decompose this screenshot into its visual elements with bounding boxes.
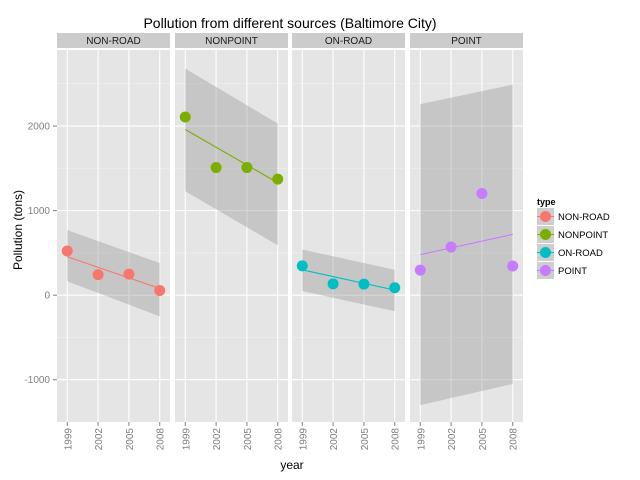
confidence-band	[185, 68, 278, 246]
panel-non-road: NON-ROAD 1999 2002 2005 2008	[57, 33, 170, 450]
trend-line	[184, 128, 279, 184]
data-point-on-road	[389, 282, 401, 294]
x-tick-label: 2008	[274, 428, 285, 451]
x-tick-label: 2005	[243, 428, 254, 451]
facet-label: NON-ROAD	[86, 36, 140, 47]
data-point-non-road	[123, 268, 135, 280]
data-point-nonpoint	[241, 162, 253, 174]
facet-label: POINT	[451, 36, 482, 47]
data-point-nonpoint	[179, 111, 191, 123]
x-tick-label: 2008	[156, 428, 167, 451]
data-point-on-road	[327, 278, 339, 290]
panel-background	[292, 50, 405, 422]
legend-point-swatch	[540, 265, 551, 276]
panel-nonpoint: NONPOINT 1999 2002 2005 2008	[175, 33, 288, 450]
chart-title: Pollution from different sources (Baltim…	[143, 15, 436, 31]
data-point-non-road	[154, 284, 166, 296]
data-point-point	[507, 260, 519, 272]
x-tick-label: 2002	[447, 428, 458, 451]
x-tick-label: 1999	[63, 428, 74, 451]
y-axis: -1000 0 1000 2000	[24, 122, 57, 386]
x-tick-label: 2005	[478, 428, 489, 451]
y-axis-title: Pollution (tons)	[11, 190, 25, 270]
trend-line	[67, 256, 160, 289]
x-axis-title: year	[280, 458, 303, 472]
x-tick-label: 1999	[181, 428, 192, 451]
data-point-point	[414, 264, 426, 276]
facet-strip	[292, 33, 405, 48]
legend-label-non-road: NON-ROAD	[558, 212, 610, 223]
trend-line	[420, 233, 513, 256]
legend-point-swatch	[540, 247, 551, 258]
x-tick-label: 2008	[509, 428, 520, 451]
x-tick-label: 2005	[360, 428, 371, 451]
facet-label: ON-ROAD	[325, 36, 372, 47]
data-point-non-road	[92, 269, 104, 281]
x-tick-label: 2008	[391, 428, 402, 451]
legend-label-nonpoint: NONPOINT	[558, 230, 608, 241]
data-point-on-road	[296, 260, 308, 272]
plot-panels: NON-ROAD 1999 2002 2005 2008 NONPOINT 1999 2002…	[57, 33, 523, 450]
facet-strip	[410, 33, 523, 48]
data-point-point	[445, 241, 457, 253]
panel-background	[175, 50, 288, 422]
data-point-nonpoint	[210, 162, 222, 174]
y-tick-label: 2000	[28, 122, 51, 133]
x-tick-label: 2002	[94, 428, 105, 451]
legend-point-swatch	[540, 211, 551, 222]
x-tick-label: 2002	[212, 428, 223, 451]
legend-point-swatch	[540, 229, 551, 240]
x-tick-label: 2002	[329, 428, 340, 451]
x-tick-label: 1999	[298, 428, 309, 451]
y-tick-label: -1000	[24, 375, 50, 386]
legend: type NON-ROAD NONPOINT ON-ROAD POINT	[537, 197, 610, 279]
panel-point: POINT 1999 2002 2005 2008	[410, 33, 523, 450]
facet-strip	[57, 33, 170, 48]
y-tick-label: 1000	[28, 206, 51, 217]
legend-label-on-road: ON-ROAD	[558, 248, 603, 259]
data-point-nonpoint	[272, 173, 284, 185]
x-tick-label: 2005	[125, 428, 136, 451]
facet-strip	[175, 33, 288, 48]
facet-label: NONPOINT	[205, 36, 258, 47]
x-tick-label: 1999	[416, 428, 427, 451]
confidence-band	[67, 230, 160, 317]
data-point-non-road	[61, 245, 73, 257]
panel-background	[57, 50, 170, 422]
legend-title: type	[537, 197, 556, 207]
data-point-on-road	[358, 278, 370, 290]
trend-line	[302, 269, 395, 291]
legend-label-point: POINT	[558, 266, 587, 277]
data-point-point	[476, 188, 488, 200]
y-tick-label: 0	[44, 291, 50, 302]
panel-on-road: ON-ROAD 1999 2002 2005 2008	[292, 33, 405, 450]
